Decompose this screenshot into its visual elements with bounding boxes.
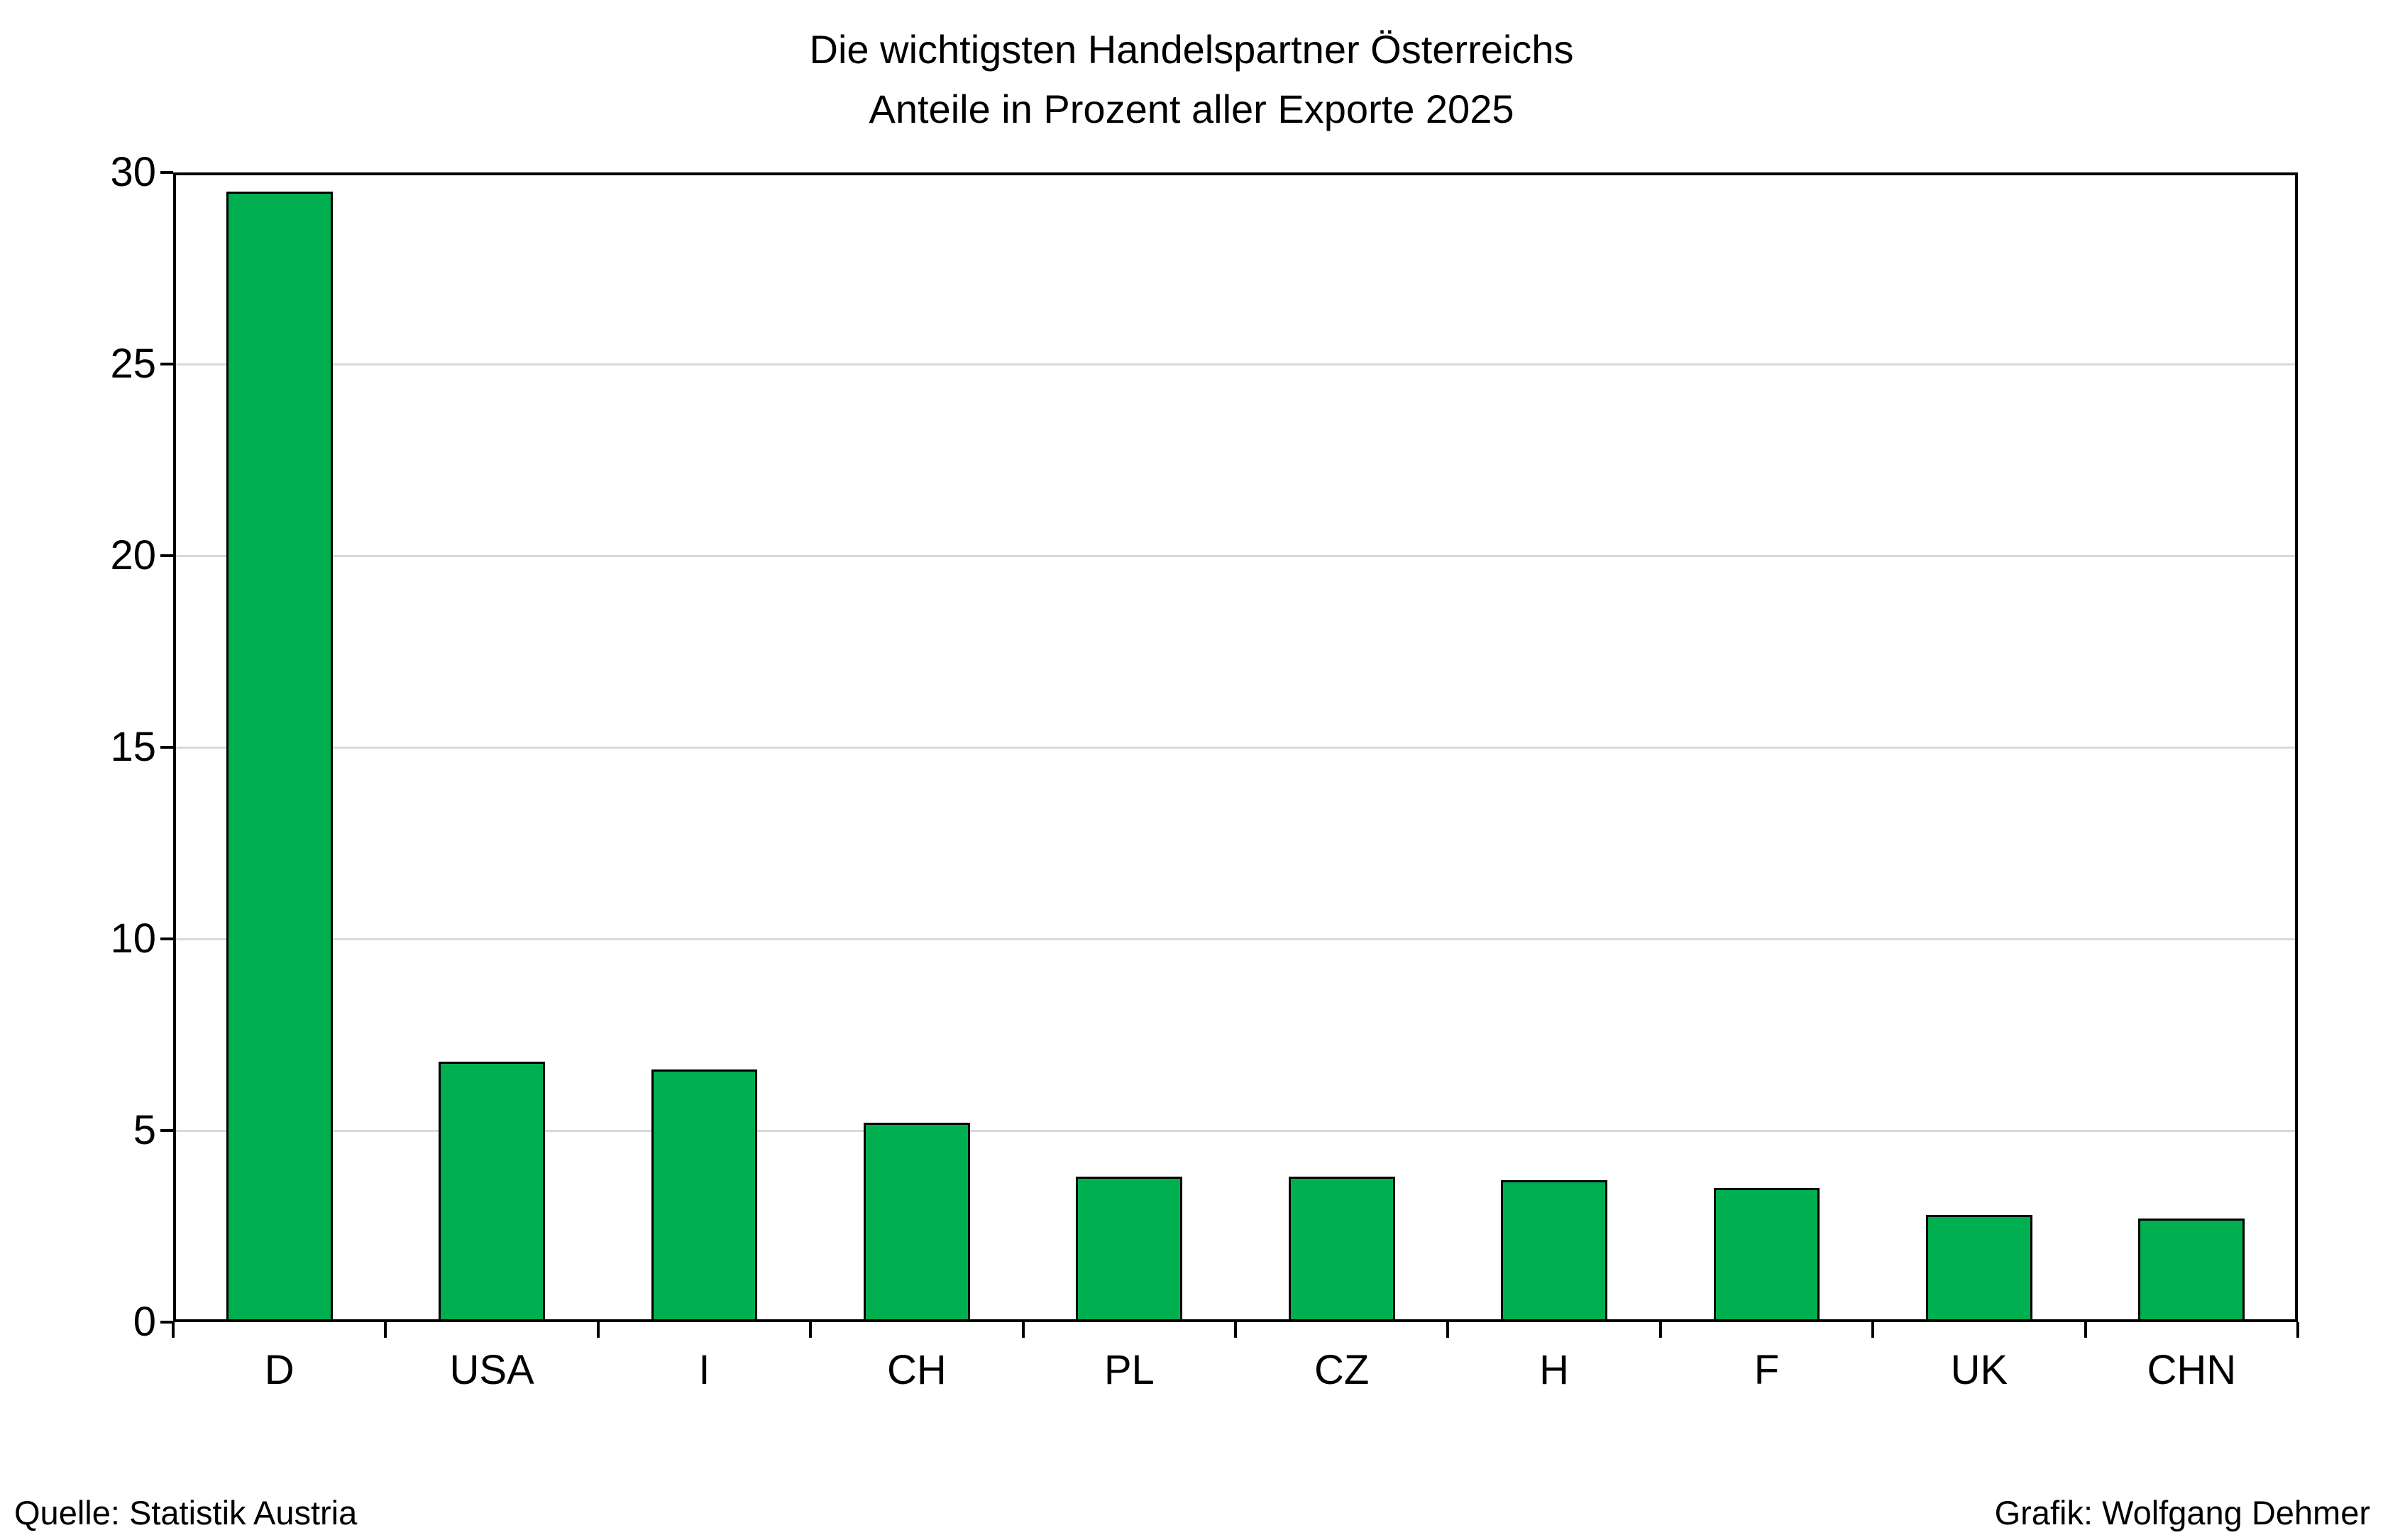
x-axis-tick-6 xyxy=(1446,1322,1450,1338)
x-axis-tick-3 xyxy=(809,1322,813,1338)
x-axis-tick-8 xyxy=(1871,1322,1875,1338)
bar-CHN xyxy=(2138,1219,2245,1322)
y-axis-tick-10 xyxy=(160,937,173,940)
y-axis-label-10: 10 xyxy=(110,915,156,962)
y-axis-label-20: 20 xyxy=(110,532,156,578)
source-credit: Quelle: Statistik Austria xyxy=(14,1494,358,1531)
gridline-15 xyxy=(176,747,2295,749)
x-axis-label-I: I xyxy=(698,1347,710,1393)
x-axis-tick-10 xyxy=(2296,1322,2299,1338)
y-axis-tick-0 xyxy=(160,1321,173,1324)
y-axis-label-30: 30 xyxy=(110,149,156,195)
bar-CZ xyxy=(1288,1176,1395,1322)
x-axis-label-F: F xyxy=(1754,1347,1780,1393)
x-axis-tick-2 xyxy=(596,1322,600,1338)
x-axis-label-D: D xyxy=(264,1347,295,1393)
bar-USA xyxy=(439,1061,545,1322)
gridline-25 xyxy=(176,363,2295,365)
x-axis-label-USA: USA xyxy=(449,1347,534,1393)
bar-F xyxy=(1713,1188,1820,1322)
x-axis-label-UK: UK xyxy=(1950,1347,2008,1393)
bar-H xyxy=(1501,1180,1607,1322)
x-axis-label-PL: PL xyxy=(1104,1347,1155,1393)
chart-title-line1: Die wichtigsten Handelspartner Österreic… xyxy=(809,27,1574,72)
gridline-5 xyxy=(176,1130,2295,1132)
x-axis-label-H: H xyxy=(1539,1347,1570,1393)
x-axis-label-CHN: CHN xyxy=(2147,1347,2237,1393)
y-axis-tick-30 xyxy=(160,171,173,174)
x-axis-tick-1 xyxy=(384,1322,387,1338)
y-axis-label-5: 5 xyxy=(133,1107,156,1153)
bar-PL xyxy=(1076,1176,1183,1322)
chart-title-line2: Anteile in Prozent aller Exporte 2025 xyxy=(869,87,1514,131)
bar-CH xyxy=(864,1123,970,1322)
x-axis-tick-7 xyxy=(1658,1322,1662,1338)
bar-UK xyxy=(1926,1214,2032,1322)
y-axis-label-15: 15 xyxy=(110,724,156,770)
y-axis-tick-25 xyxy=(160,363,173,365)
y-axis-label-0: 0 xyxy=(133,1299,156,1345)
x-axis-tick-0 xyxy=(172,1322,175,1338)
x-axis-tick-4 xyxy=(1021,1322,1025,1338)
x-axis-label-CZ: CZ xyxy=(1314,1347,1370,1393)
y-axis-tick-20 xyxy=(160,554,173,557)
x-axis-tick-9 xyxy=(2084,1322,2087,1338)
graphic-credit: Grafik: Wolfgang Dehmer xyxy=(1994,1494,2370,1531)
bar-D xyxy=(226,192,333,1322)
y-axis-tick-5 xyxy=(160,1129,173,1132)
y-axis-label-25: 25 xyxy=(110,341,156,387)
y-axis-tick-15 xyxy=(160,746,173,749)
bar-I xyxy=(651,1069,758,1322)
x-axis-tick-5 xyxy=(1234,1322,1237,1338)
x-axis-label-CH: CH xyxy=(886,1347,947,1393)
gridline-20 xyxy=(176,555,2295,557)
gridline-10 xyxy=(176,938,2295,940)
